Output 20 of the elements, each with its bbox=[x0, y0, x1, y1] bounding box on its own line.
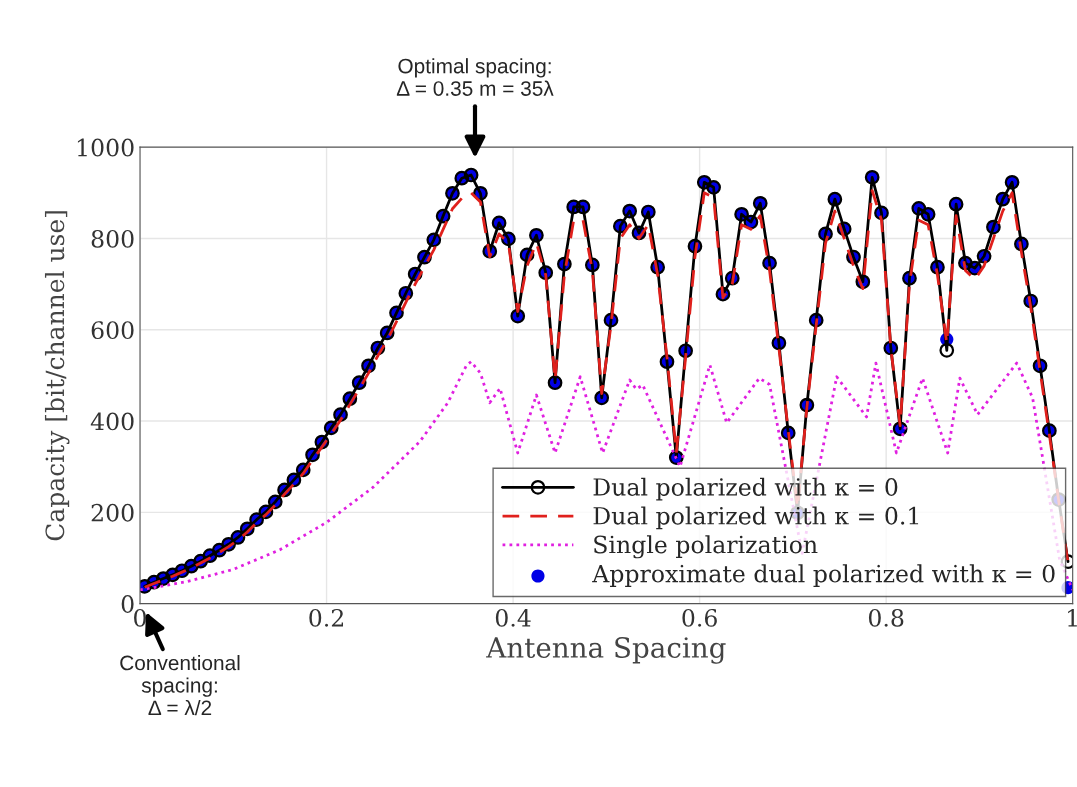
text: Conventional spacing: Δ = λ/2 bbox=[120, 655, 240, 716]
text: Optimal spacing: Δ = 0.35 m = 35λ bbox=[396, 58, 554, 96]
legend-label: Approximate dual polarized with κ = 0 bbox=[592, 564, 1055, 588]
y-tick-label: 1000 bbox=[77, 138, 134, 157]
y-axis-title: Capacity [bit/channel use] bbox=[44, 211, 70, 541]
x-tick-label: 0.2 bbox=[309, 608, 344, 627]
y-tick-label: 200 bbox=[91, 503, 134, 522]
y-tick-label: 800 bbox=[91, 229, 134, 248]
legend-label: Single polarization bbox=[594, 535, 818, 559]
x-tick-label: 0.6 bbox=[682, 608, 717, 627]
y-tick-label: 0 bbox=[121, 595, 134, 613]
x-tick-label: 1 bbox=[1068, 608, 1077, 627]
y-tick-label: 400 bbox=[90, 412, 134, 431]
y-tick-label: 600 bbox=[91, 321, 134, 340]
legend-label: Dual polarized with κ = 0.1 bbox=[593, 506, 919, 530]
x-tick-label: 0 bbox=[134, 608, 146, 627]
x-tick-label: 0.4 bbox=[495, 608, 531, 627]
x-axis-title: Antenna Spacing bbox=[486, 636, 726, 664]
legend-label: Dual polarized with κ = 0 bbox=[593, 477, 898, 501]
x-tick-label: 0.8 bbox=[868, 608, 904, 627]
